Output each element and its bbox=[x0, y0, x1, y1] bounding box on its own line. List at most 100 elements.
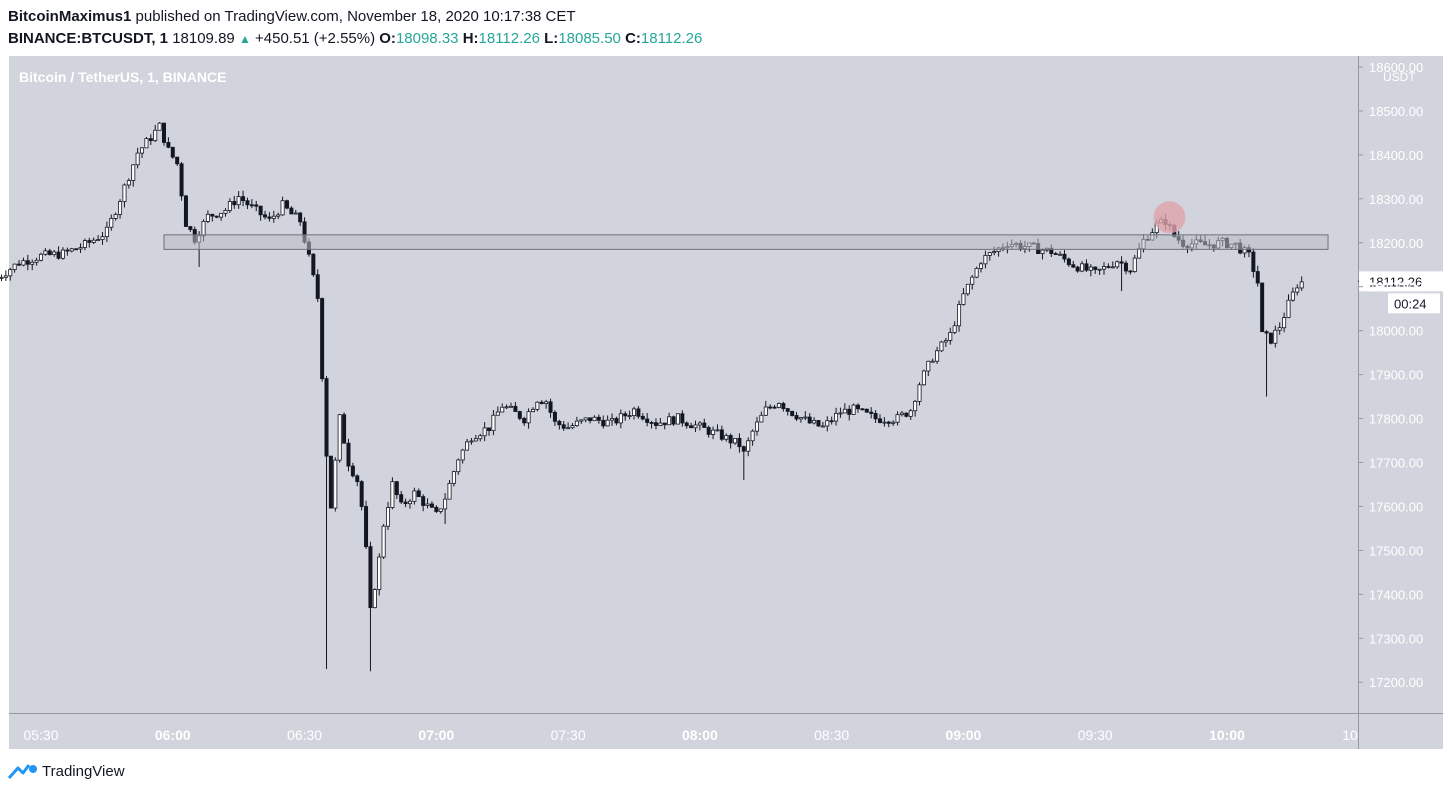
candle-body bbox=[82, 240, 87, 248]
candle-body bbox=[671, 416, 676, 425]
candle-body bbox=[267, 216, 272, 219]
candle-body bbox=[803, 416, 808, 419]
candle-body bbox=[886, 421, 891, 424]
candle-body bbox=[544, 401, 549, 405]
candle-body bbox=[425, 503, 430, 506]
candle-body bbox=[807, 416, 812, 424]
candle-body bbox=[939, 341, 944, 352]
candle-body bbox=[750, 430, 755, 442]
price-unit: USDT bbox=[1383, 70, 1416, 84]
candle-body bbox=[1277, 327, 1282, 331]
price-tick-label: 18100.00 bbox=[1369, 280, 1423, 295]
candle-body bbox=[478, 435, 483, 440]
candle-body bbox=[812, 420, 817, 424]
candle-body bbox=[43, 250, 48, 255]
candle-body bbox=[355, 475, 360, 482]
candle-body bbox=[1128, 270, 1133, 273]
open-label: O: bbox=[379, 30, 396, 47]
plot-background[interactable] bbox=[9, 56, 1358, 713]
time-axis-background[interactable] bbox=[9, 713, 1358, 749]
candle-body bbox=[715, 429, 720, 432]
brand-name: TradingView bbox=[42, 762, 125, 780]
countdown-label: 00:24 bbox=[1394, 296, 1427, 311]
candle-body bbox=[368, 546, 373, 609]
candle-body bbox=[1286, 299, 1291, 318]
candle-body bbox=[667, 416, 672, 426]
candle-body bbox=[232, 201, 237, 206]
candle-body bbox=[785, 408, 790, 412]
candle-body bbox=[438, 508, 443, 512]
candle-body bbox=[491, 414, 496, 431]
candle-body bbox=[733, 437, 738, 444]
candle-body bbox=[1102, 266, 1107, 270]
candle-body bbox=[921, 370, 926, 386]
candle-body bbox=[891, 421, 896, 424]
candle-body bbox=[1119, 261, 1124, 264]
candle-body bbox=[517, 411, 522, 419]
candle-body bbox=[443, 498, 448, 510]
candle-body bbox=[987, 252, 992, 256]
price-tick-label: 17200.00 bbox=[1369, 675, 1423, 690]
high-value: 18112.26 bbox=[478, 30, 540, 47]
chart-header: BitcoinMaximus1 published on TradingView… bbox=[8, 6, 702, 50]
candle-body bbox=[359, 481, 364, 507]
candle-body bbox=[25, 260, 30, 265]
candle-body bbox=[337, 414, 342, 461]
candle-body bbox=[1110, 266, 1115, 269]
candle-body bbox=[702, 422, 707, 428]
candle-body bbox=[0, 276, 4, 279]
candle-body bbox=[91, 239, 96, 243]
low-value: 18085.50 bbox=[558, 30, 621, 47]
candle-body bbox=[245, 200, 250, 206]
candle-body bbox=[1251, 251, 1256, 272]
time-tick-label: 09:30 bbox=[1078, 727, 1113, 743]
candle-body bbox=[381, 525, 386, 558]
candle-body bbox=[223, 209, 228, 214]
candle-body bbox=[473, 438, 478, 442]
candle-body bbox=[847, 408, 852, 415]
candle-body bbox=[56, 251, 61, 259]
candle-body bbox=[834, 412, 839, 422]
candle-body bbox=[583, 417, 588, 421]
author-name[interactable]: BitcoinMaximus1 bbox=[8, 8, 132, 25]
candle-body bbox=[579, 419, 584, 422]
candle-body bbox=[610, 418, 615, 421]
candle-body bbox=[241, 196, 246, 202]
highlight-marker bbox=[1153, 201, 1186, 234]
candle-body bbox=[535, 401, 540, 410]
candle-body bbox=[451, 471, 456, 484]
tradingview-logo-icon bbox=[8, 764, 37, 780]
candle-body bbox=[965, 283, 970, 295]
candle-body bbox=[1132, 257, 1137, 272]
candle-body bbox=[557, 420, 562, 426]
price-axis-background[interactable] bbox=[1359, 56, 1443, 749]
candle-body bbox=[816, 420, 821, 427]
candle-body bbox=[636, 408, 641, 417]
candle-body bbox=[526, 411, 531, 424]
candle-body bbox=[236, 196, 241, 206]
candle-body bbox=[386, 507, 391, 527]
candle-body bbox=[943, 340, 948, 343]
candle-body bbox=[1260, 282, 1265, 333]
candle-body bbox=[201, 221, 206, 237]
candle-body bbox=[249, 204, 254, 207]
candle-body bbox=[759, 414, 764, 423]
candle-body bbox=[794, 415, 799, 420]
publish-line: BitcoinMaximus1 published on TradingView… bbox=[8, 6, 702, 28]
chart-title: Bitcoin / TetherUS, 1, BINANCE bbox=[19, 69, 226, 85]
candle-body bbox=[548, 401, 553, 413]
candle-body bbox=[1062, 253, 1067, 260]
candle-body bbox=[298, 212, 303, 223]
candle-body bbox=[407, 500, 412, 505]
time-tick-label: 08:30 bbox=[814, 727, 849, 743]
candle-body bbox=[842, 408, 847, 414]
candle-body bbox=[851, 404, 856, 415]
candle-body bbox=[315, 274, 320, 299]
candle-body bbox=[8, 269, 13, 277]
footer-brand[interactable]: TradingView bbox=[8, 762, 125, 780]
candle-body bbox=[592, 416, 597, 422]
candle-body bbox=[429, 503, 434, 508]
candle-body bbox=[144, 138, 149, 149]
